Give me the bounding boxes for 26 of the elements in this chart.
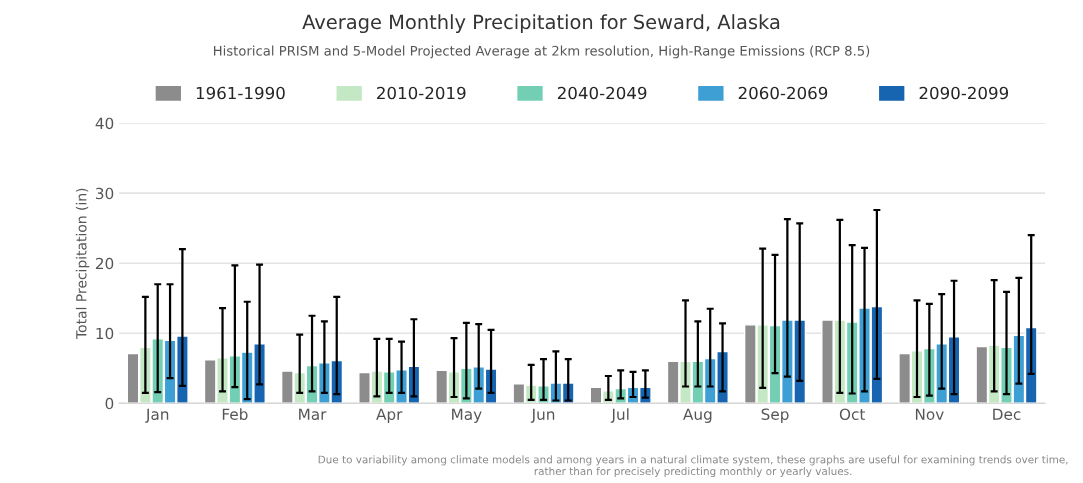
x-tick-label: Dec [993,408,1021,420]
x-tick-label: Apr [376,408,403,423]
x-tick-label: Mar [299,408,327,420]
y-tick-label: 0 [105,397,114,410]
x-tick-label: Feb [222,408,248,420]
legend-label: 2060-2069 [738,86,828,100]
x-tick-label: Nov [915,408,944,420]
y-tick-label: 10 [96,327,114,340]
y-tick-label: 40 [95,117,114,130]
legend-label: 2040-2049 [557,86,647,100]
legend-label: 2090-2099 [919,86,1009,100]
x-tick-label: Aug [683,408,712,423]
chart-subtitle: Historical PRISM and 5-Model Projected Average at 2km resolution, High-Range Emissions (RCP 8.5) [214,45,870,59]
y-tick-label: 30 [95,187,114,200]
y-axis-title: Total Precipitation (in) [75,188,90,340]
y-tick-label: 20 [95,257,114,270]
chart-title: Average Monthly Precipitation for Seward, Alaska [302,14,780,34]
x-tick-label: Sep [761,408,789,423]
legend-label: 1961-1990 [196,86,285,100]
x-tick-label: Jun [530,408,555,423]
text: Due to variability among climate models and among years in a natural climate system, these graphs are useful for examining trends over time, rather than for precisely predicting monthly or yearly values. [318,455,1068,478]
legend-label: 2010-2019 [377,86,466,100]
x-tick-label: Jul [610,408,629,423]
x-tick-label: Oct [839,408,866,420]
x-tick-label: Jan [145,408,169,423]
x-tick-label: May [452,408,482,423]
